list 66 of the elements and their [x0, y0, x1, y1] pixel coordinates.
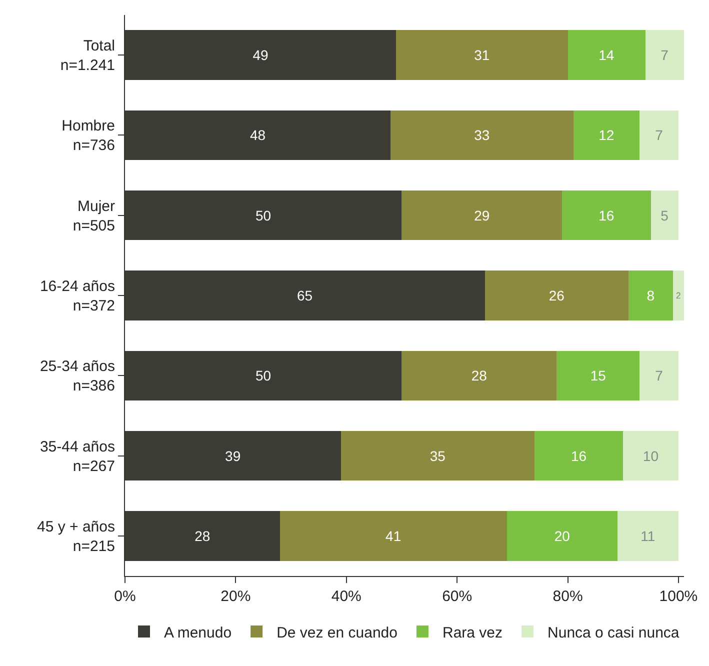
bar	[280, 511, 507, 561]
y-tick-label: Total n=1.241	[60, 38, 115, 74]
y-tick-label: 45 y + años n=215	[37, 518, 115, 555]
data-label: 65	[296, 288, 313, 304]
legend-label: Nunca o casi nunca	[548, 624, 680, 642]
bar	[640, 110, 678, 160]
bar	[390, 110, 574, 160]
bar	[650, 190, 678, 240]
y-tick-label: Hombre n=736	[62, 118, 115, 154]
bar	[396, 30, 568, 80]
bar	[672, 270, 684, 320]
data-label: 14	[598, 47, 614, 64]
data-label: 50	[255, 207, 272, 224]
legend-label: De vez en cuando	[276, 624, 398, 642]
bar	[628, 270, 673, 320]
data-label: 11	[640, 528, 656, 544]
data-label: 35	[430, 448, 446, 464]
x-tick-label: 0%	[114, 588, 136, 605]
data-label: 7	[655, 127, 664, 144]
x-tick-label: 60%	[442, 588, 472, 605]
data-label: 33	[474, 127, 490, 144]
bar	[484, 270, 629, 320]
bar	[402, 350, 557, 400]
data-label: 29	[474, 207, 490, 224]
x-tick-label: 80%	[552, 588, 583, 605]
bar	[618, 511, 678, 561]
bar	[534, 430, 624, 481]
data-label: 12	[598, 127, 614, 144]
bar	[340, 430, 535, 481]
y-tick-label: 16-24 años n=372	[40, 278, 115, 314]
bar	[623, 430, 678, 481]
bar	[562, 190, 651, 240]
data-label: 16	[570, 448, 587, 464]
data-label: 31	[474, 47, 490, 64]
y-tick-label: 25-34 años n=386	[40, 358, 115, 395]
x-tick-label: 100%	[659, 588, 698, 605]
y-tick-label: Mujer n=505	[72, 198, 115, 234]
x-tick-label: 40%	[331, 588, 362, 605]
bar	[640, 350, 678, 400]
data-label: 28	[194, 528, 210, 544]
legend-label: A menudo	[164, 624, 232, 642]
bar	[645, 30, 684, 80]
data-label: 41	[386, 528, 402, 544]
bar	[506, 511, 618, 561]
data-label: 20	[554, 528, 570, 544]
data-label: 48	[250, 127, 266, 144]
data-label: 7	[660, 47, 669, 64]
bar	[573, 110, 640, 160]
data-label: 49	[252, 47, 268, 64]
data-label: 39	[225, 448, 241, 464]
bar	[556, 350, 640, 400]
y-tick-label: 35-44 años n=267	[40, 438, 115, 475]
data-label: 26	[548, 288, 565, 304]
data-label: 5	[660, 207, 669, 224]
data-label: 2	[676, 290, 681, 301]
data-label: 50	[255, 368, 272, 384]
legend-label: Rara vez	[442, 624, 503, 642]
bar	[568, 30, 646, 80]
data-label: 15	[590, 368, 606, 384]
data-label: 16	[598, 207, 614, 224]
data-label: 8	[646, 288, 655, 304]
data-label: 10	[642, 448, 659, 464]
data-label: 28	[471, 368, 488, 384]
x-tick-label: 20%	[220, 588, 251, 605]
data-label: 7	[655, 368, 664, 384]
bar	[402, 190, 562, 240]
